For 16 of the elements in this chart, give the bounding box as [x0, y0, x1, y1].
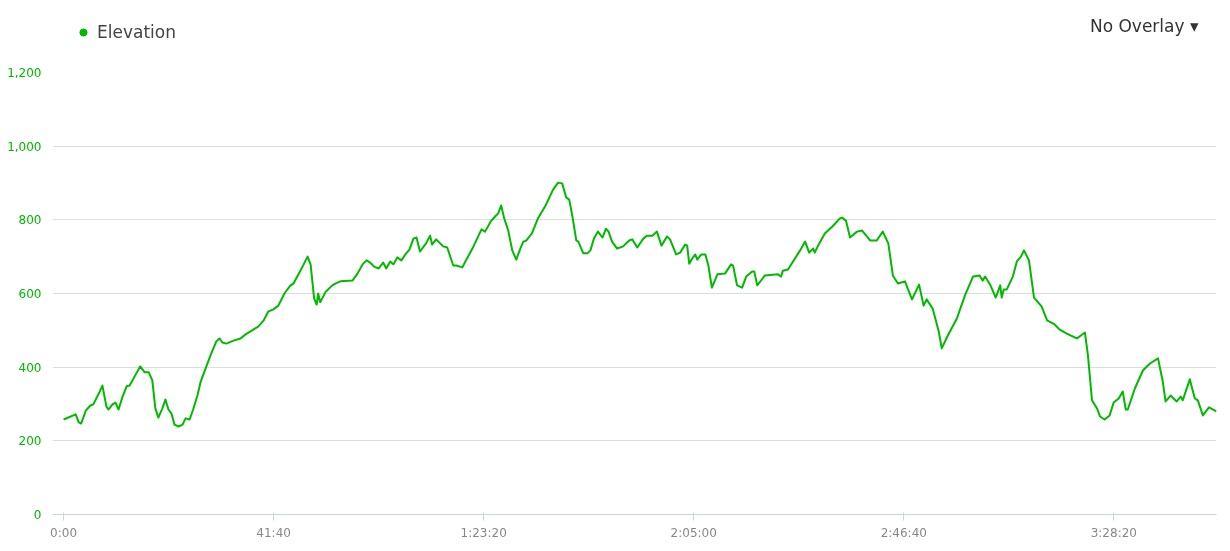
x-tick-label: 2:05:00 [670, 525, 717, 540]
y-tick-label: 400 [18, 360, 42, 375]
x-tick-label: 0:00 [50, 525, 78, 540]
x-tick-label: 1:23:20 [460, 525, 507, 540]
x-tick-label: 3:28:20 [1090, 525, 1137, 540]
x-tick-label: 2:46:40 [880, 525, 927, 540]
y-tick-label: 1,000 [7, 139, 42, 154]
x-tick-label: 41:40 [256, 525, 291, 540]
y-tick-label: 800 [18, 213, 42, 228]
y-tick-label: 0 [33, 508, 42, 522]
legend-label: Elevation [97, 22, 176, 42]
y-tick-label: 600 [18, 287, 42, 301]
line-series [62, 181, 1217, 428]
y-tick-label: 200 [18, 434, 42, 449]
text: No Overlay ▾ [1089, 15, 1199, 36]
y-tick-label: 1,200 [7, 66, 42, 80]
